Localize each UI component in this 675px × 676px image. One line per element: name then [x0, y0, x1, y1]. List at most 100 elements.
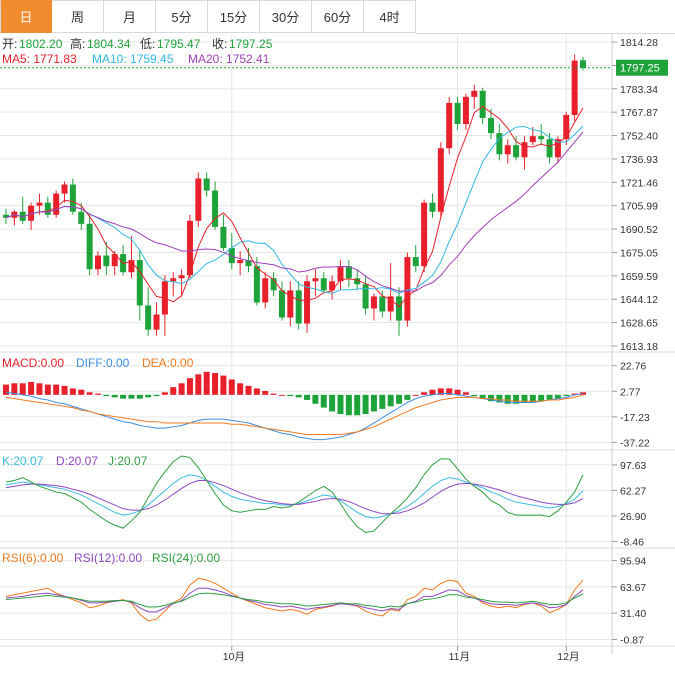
y-tick-label: 31.40 — [620, 608, 646, 620]
candle-body — [471, 90, 478, 97]
candle-body — [178, 275, 185, 279]
candle-body — [370, 296, 377, 309]
y-tick-label: 62.27 — [620, 485, 646, 497]
candle-body — [488, 118, 495, 134]
macd-bar — [61, 385, 68, 395]
candle-body — [454, 102, 461, 125]
macd-bar — [538, 394, 545, 402]
macd-bar — [53, 384, 60, 395]
rsi6-line — [5, 577, 584, 622]
chart-marks — [0, 54, 612, 622]
macd-bar — [345, 394, 352, 416]
ma20-legend: MA20: 1752.41 — [188, 52, 270, 66]
macd-bar — [354, 394, 361, 416]
y-tick-label: 26.90 — [620, 511, 646, 523]
macd-bar — [161, 392, 168, 395]
candle-body — [304, 281, 311, 324]
y-tick-label: 1690.52 — [620, 224, 658, 236]
macd-bar — [454, 389, 461, 395]
tabs-spacer — [416, 0, 675, 34]
candle-body — [103, 255, 110, 267]
y-tick-label: 2.77 — [620, 386, 641, 398]
macd-bar — [312, 394, 319, 404]
tab-4hour[interactable]: 4时 — [364, 0, 416, 33]
dea-legend: DEA:0.00 — [142, 356, 194, 370]
y-tick-label: -37.22 — [620, 437, 650, 449]
macd-bar — [145, 394, 152, 398]
macd-bar — [563, 394, 570, 397]
candle-body — [78, 211, 85, 224]
macd-bar — [136, 394, 143, 399]
candle-body — [379, 296, 386, 312]
y-tick-label: 22.76 — [620, 361, 646, 373]
candle-body — [404, 257, 411, 321]
k-legend: K:20.07 — [2, 454, 44, 468]
tab-15min[interactable]: 15分 — [208, 0, 260, 33]
y-tick-label: 1752.40 — [620, 131, 658, 143]
candle-body — [396, 296, 403, 321]
dea-line — [5, 394, 584, 435]
candle-body — [571, 60, 578, 115]
macd-bar — [170, 387, 177, 395]
period-tabs: 日 周 月 5分 15分 30分 60分 4时 — [0, 0, 675, 34]
macd-bar — [295, 394, 302, 398]
low-label: 低: — [140, 37, 155, 51]
tab-day[interactable]: 日 — [0, 0, 52, 33]
candle-body — [479, 90, 486, 119]
y-tick-label: 1814.28 — [620, 37, 658, 49]
tab-60min[interactable]: 60分 — [312, 0, 364, 33]
candle-body — [437, 148, 444, 212]
close-value: 1797.25 — [229, 37, 273, 51]
candle-body — [412, 257, 419, 267]
d-line — [5, 480, 584, 515]
macd-bar — [337, 394, 344, 415]
candle-body — [262, 278, 269, 303]
macd-bar — [304, 394, 311, 400]
tab-month[interactable]: 月 — [104, 0, 156, 33]
macd-bar — [128, 394, 135, 399]
candle-body — [546, 139, 553, 158]
high-value: 1804.34 — [87, 37, 131, 51]
candle-body — [563, 114, 570, 140]
macd-bar — [11, 383, 18, 395]
macd-bar — [253, 388, 260, 395]
macd-bar — [78, 389, 85, 395]
candle-body — [421, 202, 428, 267]
candle-body — [61, 184, 68, 194]
tab-week[interactable]: 周 — [52, 0, 104, 33]
candle-body — [387, 296, 394, 312]
high-label: 高: — [70, 36, 85, 51]
tab-30min[interactable]: 30分 — [260, 0, 312, 33]
candle-body — [228, 248, 235, 264]
candle-body — [345, 266, 352, 279]
candle-body — [203, 178, 210, 191]
y-tick-label: -17.23 — [620, 412, 650, 424]
macd-bar — [19, 383, 26, 395]
y-tick-label: 1705.99 — [620, 201, 658, 213]
candle-body — [329, 281, 336, 291]
macd-bar — [404, 394, 411, 400]
candle-body — [195, 178, 202, 221]
candle-body — [220, 226, 227, 249]
macd-bar — [287, 394, 294, 397]
y-tick-label: 1675.05 — [620, 247, 658, 259]
candle-body — [86, 223, 93, 270]
y-tick-label: 1644.12 — [620, 294, 658, 306]
macd-bar — [278, 394, 285, 396]
macd-bar — [212, 373, 219, 395]
candle-body — [429, 202, 436, 212]
candle-body — [462, 96, 469, 125]
candle-body — [245, 260, 252, 267]
macd-bar — [554, 394, 561, 399]
tab-5min[interactable]: 5分 — [156, 0, 208, 33]
j-legend: J:20.07 — [108, 454, 148, 468]
chart-area: 开: 1802.20 高: 1804.34 低: 1795.47 收: 1797… — [0, 34, 675, 663]
macd-bar — [488, 394, 495, 402]
y-tick-label: 97.63 — [620, 460, 646, 472]
candle-body — [3, 214, 9, 218]
macd-bar — [153, 394, 160, 397]
macd-bar — [479, 394, 486, 399]
candle-body — [253, 266, 260, 303]
macd-bar — [521, 394, 528, 403]
diff-legend: DIFF:0.00 — [76, 356, 130, 370]
